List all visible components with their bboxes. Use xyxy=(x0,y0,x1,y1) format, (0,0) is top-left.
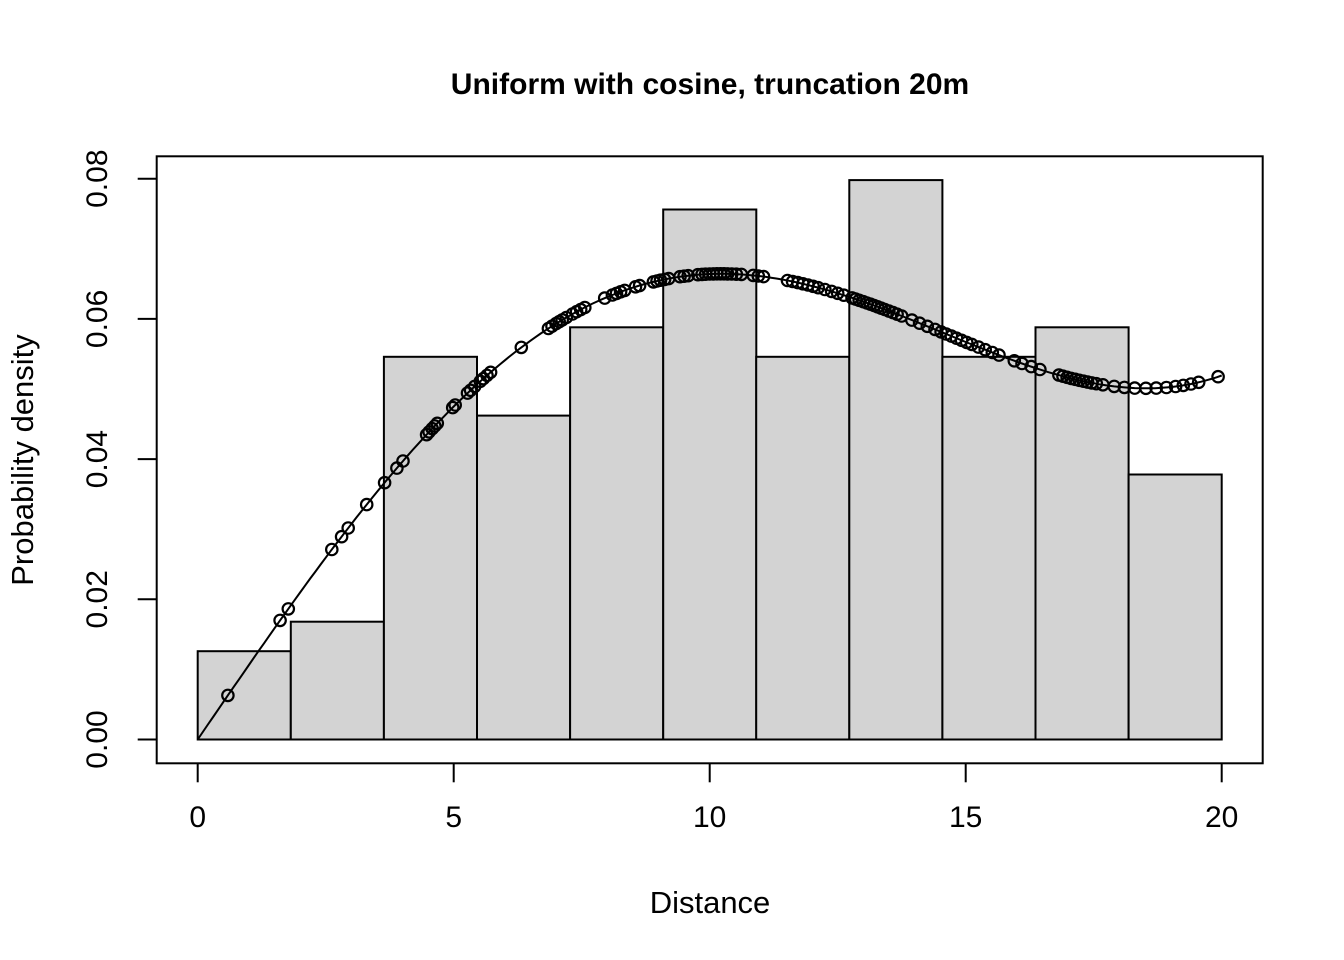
observation-point xyxy=(985,345,1000,360)
observation-point xyxy=(430,416,445,431)
y-tick-label: 0.04 xyxy=(81,430,114,488)
observation-point xyxy=(334,529,349,544)
x-tick-label: 5 xyxy=(445,801,462,834)
observation-point xyxy=(377,475,392,490)
observation-point xyxy=(905,313,919,327)
observation-point xyxy=(281,602,296,616)
observation-point xyxy=(751,269,766,283)
observation-point xyxy=(920,319,935,334)
observation-point xyxy=(724,267,739,281)
observation-point xyxy=(1024,359,1038,374)
observation-point xyxy=(811,280,825,295)
observation-point xyxy=(463,383,478,398)
histogram-bar xyxy=(662,208,758,741)
observation-point xyxy=(577,300,592,315)
observation-point xyxy=(836,288,851,302)
observation-point xyxy=(992,348,1006,362)
observation-point xyxy=(720,267,735,281)
observation-point xyxy=(1149,381,1163,395)
observation-point xyxy=(359,497,374,512)
x-tick-label: 0 xyxy=(189,801,206,834)
observation-point xyxy=(341,521,355,535)
observation-point xyxy=(1168,379,1183,394)
histogram-bar xyxy=(382,355,478,741)
observation-point xyxy=(597,291,612,305)
observation-point xyxy=(681,268,695,283)
histogram-bar xyxy=(1034,326,1130,741)
observation-point xyxy=(1007,353,1022,368)
histogram-bar xyxy=(569,326,665,741)
fitted-pdf-curve xyxy=(196,272,1223,741)
observation-point xyxy=(1191,375,1206,390)
observation-point xyxy=(632,278,647,293)
observation-point xyxy=(324,542,339,557)
observation-point xyxy=(273,613,287,628)
observation-point xyxy=(830,286,845,301)
observation-point xyxy=(514,340,529,355)
observation-point xyxy=(824,284,839,299)
y-axis-label: Probability density xyxy=(5,334,40,586)
observation-point xyxy=(448,398,462,412)
observation-point xyxy=(1089,376,1104,391)
observation-point xyxy=(427,419,442,433)
observation-point xyxy=(971,340,986,354)
observation-point xyxy=(1159,380,1174,395)
axes-layer: 0 5 10 15 20 0.00 0.02 0.04 0.06 0.08 xyxy=(81,150,1264,834)
histogram-bar xyxy=(476,414,572,741)
y-tick-label: 0.00 xyxy=(81,710,114,768)
fitted-curve-layer xyxy=(196,272,1223,741)
histogram-bar xyxy=(1127,473,1223,741)
histogram-bar xyxy=(289,620,385,741)
observation-point xyxy=(912,316,927,330)
x-axis-label: Distance xyxy=(650,885,771,920)
observation-point xyxy=(978,342,992,357)
histogram-layer xyxy=(196,179,1223,741)
histogram-bar xyxy=(196,650,292,741)
x-tick-label: 10 xyxy=(693,801,726,834)
observation-point xyxy=(1211,369,1225,384)
observation-point xyxy=(460,386,475,400)
x-tick-label: 20 xyxy=(1205,801,1238,834)
x-tick-label: 15 xyxy=(949,801,982,834)
y-tick-label: 0.08 xyxy=(81,150,114,208)
histogram-bar xyxy=(755,355,851,741)
observation-point xyxy=(964,337,979,352)
plot-title: Uniform with cosine, truncation 20m xyxy=(451,68,969,101)
observation-point xyxy=(1184,377,1198,391)
observation-point xyxy=(396,454,410,468)
observation-point xyxy=(483,365,498,380)
observations-layer xyxy=(221,266,1225,703)
y-tick-label: 0.02 xyxy=(81,570,114,628)
observation-point xyxy=(729,267,744,281)
observation-point xyxy=(756,269,771,284)
histogram-bar xyxy=(848,179,944,741)
y-tick-label: 0.06 xyxy=(81,290,114,348)
observation-point xyxy=(480,368,494,383)
observation-point xyxy=(818,282,832,297)
observation-point xyxy=(445,400,460,415)
observation-point xyxy=(221,688,235,703)
observation-point xyxy=(1176,378,1191,393)
histogram-bar xyxy=(941,355,1037,741)
observation-point xyxy=(1033,362,1047,377)
observation-point xyxy=(928,322,942,337)
